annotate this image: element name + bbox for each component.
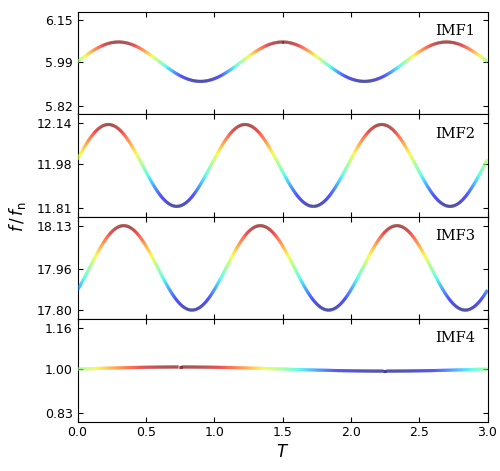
Text: IMF3: IMF3 xyxy=(435,229,475,243)
Text: $f\,/\,f_{\mathrm{n}}$: $f\,/\,f_{\mathrm{n}}$ xyxy=(7,201,28,232)
Text: IMF4: IMF4 xyxy=(435,332,475,345)
X-axis label: $T$: $T$ xyxy=(276,444,289,461)
Text: IMF1: IMF1 xyxy=(436,24,475,38)
Text: IMF2: IMF2 xyxy=(435,127,475,140)
